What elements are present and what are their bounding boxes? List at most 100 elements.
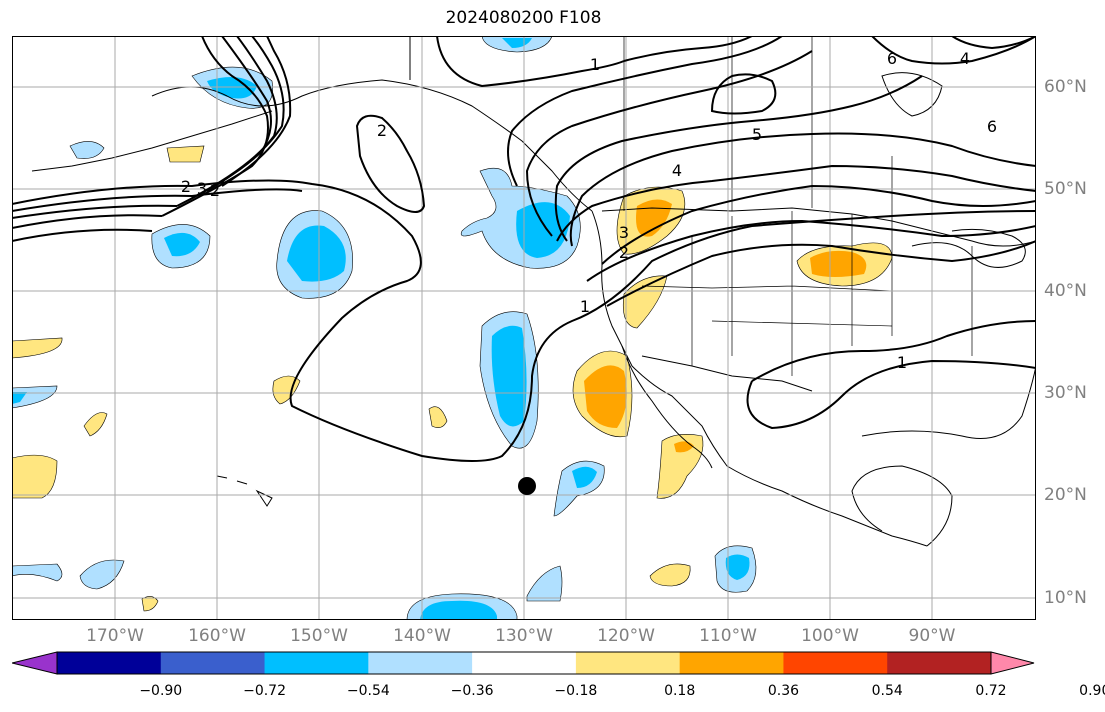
shade-orange [584,365,627,428]
contour-line [586,219,1036,282]
latitude-label: 20°N [1044,485,1087,505]
map-canvas: 1 1 1 2 2 2 2 3 3 4 4 5 6 6 [12,36,1036,620]
contour-line [606,240,1036,307]
coastline-pacific [591,210,928,547]
longitude-label: 120°W [597,626,655,646]
coastline-gulf-us [861,365,1036,439]
coastline-greatlakes [911,228,1026,268]
contour-line [507,36,783,187]
contour-label: 2 [181,177,191,196]
graticule [12,36,1036,620]
contour-line [12,228,153,242]
colorbar-tick-label: −0.72 [243,683,286,699]
shade-blue [12,392,27,404]
contour-label: 1 [590,55,600,74]
colorbar-segment [57,652,162,674]
coastline-baja [621,345,713,469]
storm-position-marker [518,477,536,495]
colorbar [12,651,1035,675]
contour-label: 6 [987,117,997,136]
shade-blue [287,225,346,282]
contour-label: 1 [897,353,907,372]
border-canada-us [601,207,1036,247]
contour-label: 6 [887,49,897,68]
contour-label: 5 [752,125,762,144]
colorbar-tick-label: 0.54 [871,683,903,699]
longitude-label: 110°W [699,626,757,646]
contour-line [12,188,303,212]
shade-blue [79,559,125,590]
contour-label-layer: 1 1 1 2 2 2 2 3 3 4 4 5 6 6 [181,49,997,372]
shade-blue [164,232,200,257]
colorbar-segment [264,652,369,674]
colorbar-segment [887,652,992,674]
coastline-alaska [151,79,593,212]
shade-blue [725,554,750,580]
contour-line [746,359,1036,430]
longitude-label: 90°W [908,626,956,646]
latitude-label: 40°N [1044,281,1087,301]
colorbar-segment [575,652,681,674]
shade-yellow [623,275,668,329]
contour-layer [12,36,1036,462]
shading-layer [12,36,893,620]
latitude-label: 30°N [1044,383,1087,403]
map-title: 2024080200 F108 [445,8,602,28]
colorbar-segment [160,652,266,674]
colorbar-segment [472,652,577,674]
contour-label: 2 [377,121,387,140]
contour-line [751,320,1036,382]
contour-line [556,164,1036,242]
shade-yellow [83,412,108,437]
coastline-hudson [881,72,943,117]
contour-line [554,75,923,242]
coastline-gulf [851,465,953,547]
contour-line [623,36,753,62]
latitude-label: 50°N [1044,179,1087,199]
longitude-label: 140°W [393,626,451,646]
contour-line [436,36,625,88]
contour-label: 4 [672,161,682,180]
contour-line [161,36,269,217]
shade-yellow [656,434,704,499]
contour-line [569,132,1036,247]
colorbar-tick-label: −0.18 [554,683,598,699]
contour-line [525,50,813,237]
contour-line [951,36,1036,50]
shade-orange [810,250,867,277]
shade-blue [572,466,597,488]
colorbar-segment [783,652,888,674]
longitude-label: 100°W [801,626,859,646]
colorbar-segment [368,652,473,674]
longitude-label: 130°W [495,626,553,646]
shade-yellow [141,596,159,612]
shade-blue [207,77,257,99]
contour-line [710,73,777,115]
colorbar-outline [56,651,992,675]
shade-yellow [649,563,691,587]
shade-yellow [166,145,205,163]
shade-blue [420,600,497,620]
contour-line [221,36,292,187]
colorbar-tick-label: 0.72 [975,683,1007,699]
colorbar-tick-label: −0.36 [450,683,494,699]
longitude-label: 170°W [86,626,144,646]
contour-label: 3 [197,179,207,198]
map-panel: 1 1 1 2 2 2 2 3 3 4 4 5 6 6 [12,36,1036,620]
shade-yellow [428,406,448,428]
colorbar-tick-label: −0.90 [139,683,183,699]
shade-yellow [12,454,58,499]
shade-blue [69,141,105,159]
latitude-label: 10°N [1044,588,1087,608]
colorbar-tick-label: 0.18 [664,683,696,699]
shade-blue [526,565,563,602]
longitude-label: 160°W [188,626,246,646]
contour-line [206,36,285,192]
contour-line [12,214,163,229]
contour-label: 2 [210,181,220,200]
contour-line [601,184,1036,265]
contour-line [355,114,426,213]
shade-blue [491,325,527,427]
colorbar-extend-low [12,651,58,675]
contour-line [12,204,178,219]
